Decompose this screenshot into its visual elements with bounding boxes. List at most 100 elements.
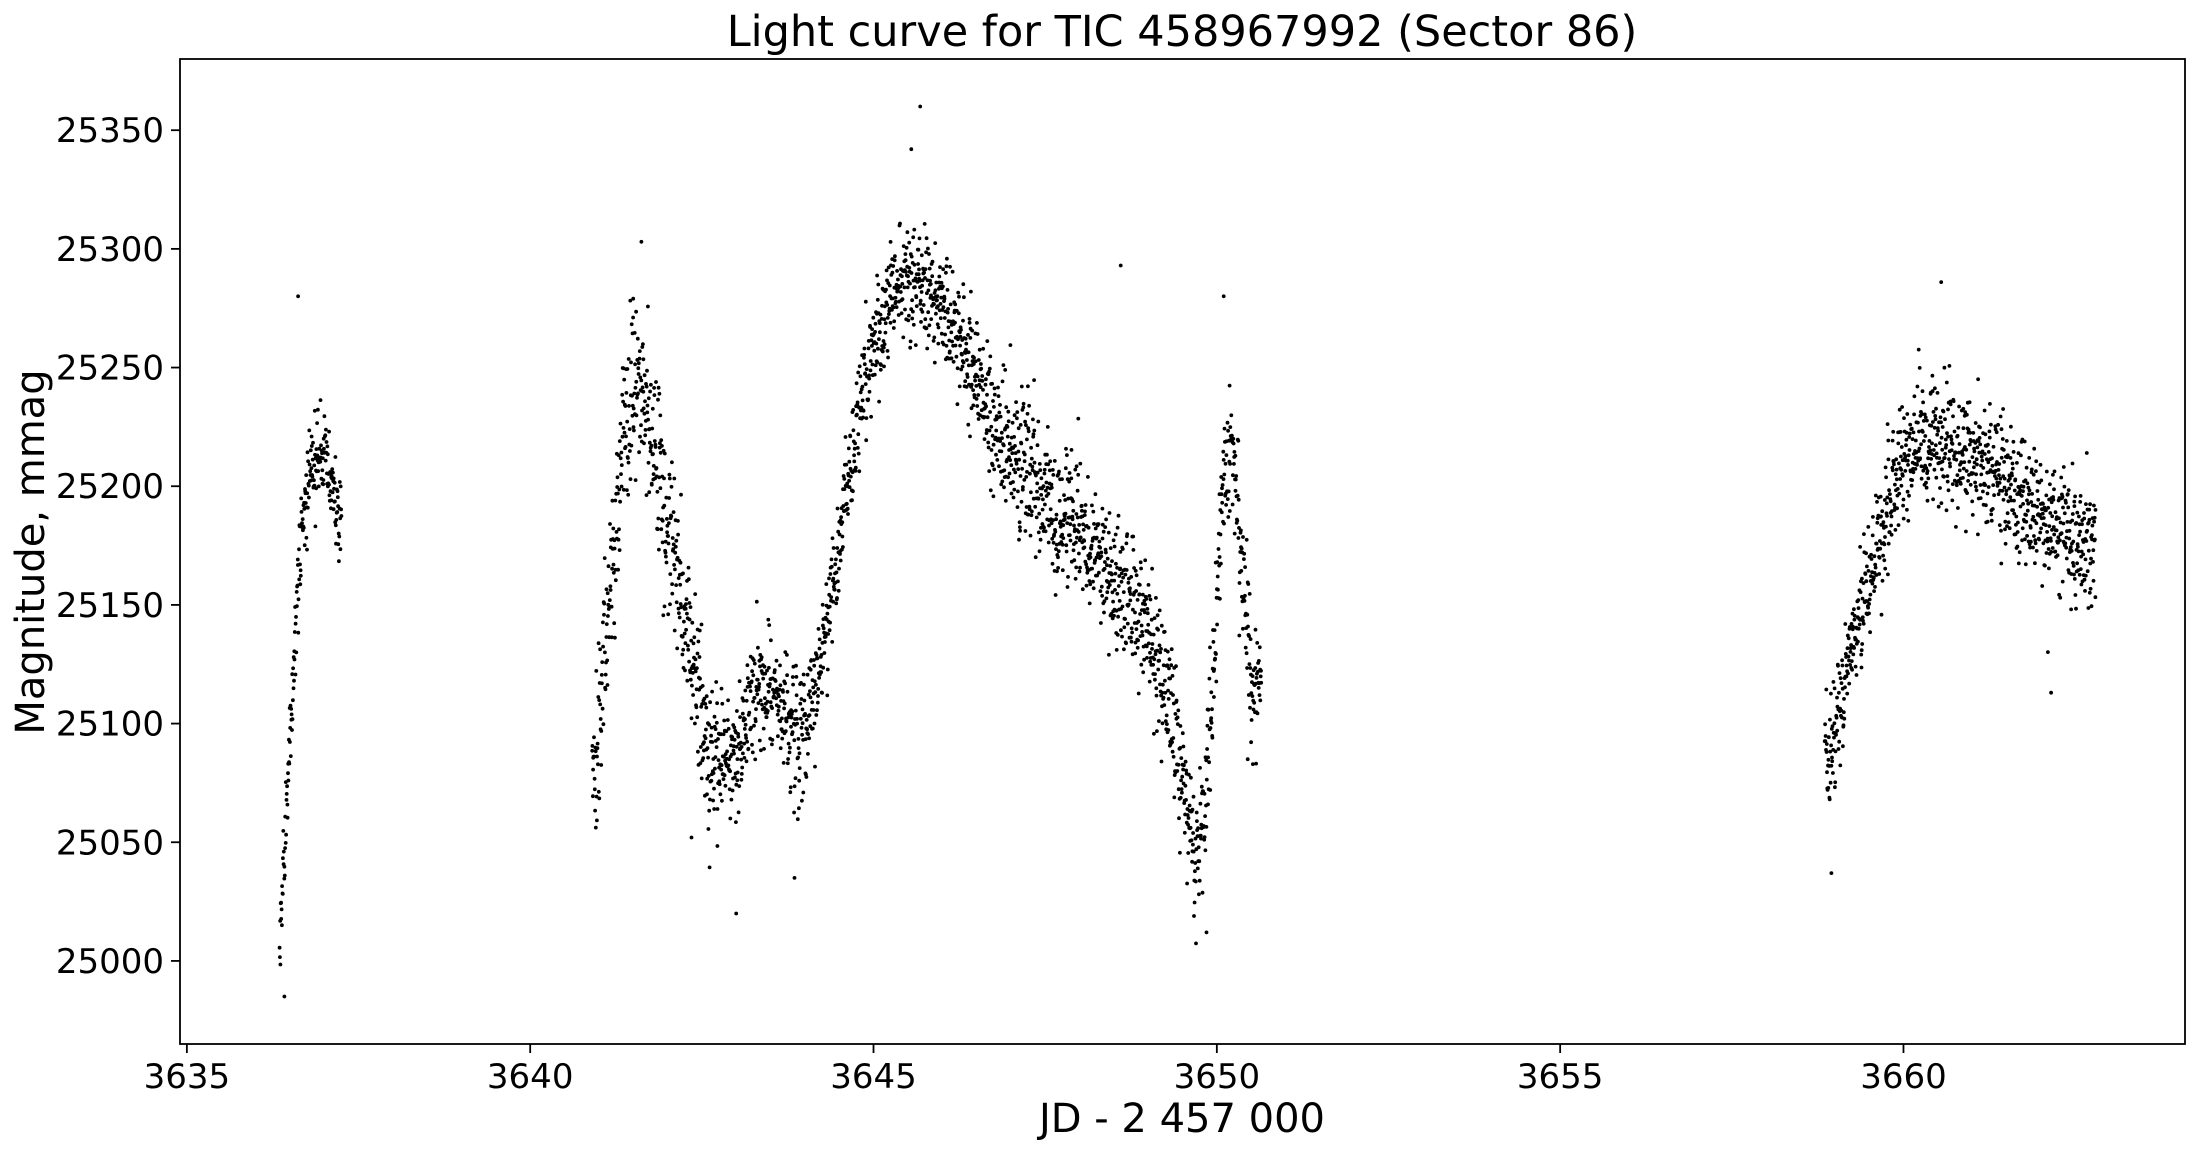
data-point [916,262,920,266]
data-point [1232,462,1236,466]
data-point [1109,612,1114,616]
data-point [1845,691,1850,696]
data-point [702,740,706,745]
data-point [971,403,976,408]
data-point [1131,534,1136,539]
data-point [1968,482,1973,487]
data-point [1111,538,1116,543]
data-point [978,385,983,390]
data-point [1007,455,1011,460]
data-point [1214,652,1218,656]
data-point [1143,558,1148,563]
data-point [1098,589,1103,593]
data-point [1886,572,1890,577]
data-point [910,298,914,303]
data-point [659,527,664,532]
x-tick-label: 3655 [1517,1057,1604,1097]
data-point [675,646,680,651]
data-point [2012,511,2017,516]
data-point [1092,522,1096,526]
data-point [1204,758,1209,763]
data-point [1867,597,1872,602]
data-point [2058,538,2062,543]
data-point [1121,590,1126,594]
data-point [862,355,866,360]
data-point [1961,476,1965,480]
data-point [1032,428,1037,433]
data-point [1946,407,1950,412]
data-point [1858,545,1862,549]
data-point [1887,488,1891,493]
data-point [327,482,331,487]
data-point [2032,446,2037,451]
data-point [968,434,972,439]
data-point [298,573,303,578]
data-point [903,258,908,263]
data-point [1067,479,1072,484]
data-point [600,706,605,711]
data-point [1029,513,1034,518]
data-point [1994,476,1999,481]
data-point [908,281,912,286]
data-point [1074,512,1079,516]
data-point [1967,459,1972,464]
data-point [1023,419,1027,424]
data-point [1073,467,1078,472]
data-point [999,449,1004,454]
data-point [913,276,918,281]
data-point [2086,606,2091,610]
data-point [627,404,631,408]
data-point [598,717,603,721]
data-point [928,278,932,283]
data-point [759,748,763,753]
data-point [845,506,850,511]
data-point [863,382,868,386]
data-point [743,717,747,722]
data-point [998,439,1003,443]
data-point [1037,549,1042,554]
data-point [938,302,943,306]
data-point [608,522,612,526]
data-point [804,718,809,722]
data-point [1193,861,1198,865]
data-point [1899,467,1904,472]
data-point [797,766,802,770]
data-point [816,694,820,698]
data-point [796,755,800,760]
data-point [1060,477,1064,481]
data-point [827,576,831,581]
data-point [1210,735,1215,740]
data-point [2059,475,2064,480]
data-point [1150,642,1155,646]
data-point [1848,650,1853,654]
data-point [988,488,993,493]
data-point [1845,646,1850,651]
data-point [1893,482,1897,487]
data-point [2083,589,2087,593]
data-point [1839,681,1844,685]
data-point [1943,451,1948,456]
data-point [1082,513,1087,517]
x-tick-label: 3635 [144,1057,231,1097]
data-point [280,884,284,888]
data-point [1993,424,1998,429]
data-point [1048,459,1053,464]
data-point [1858,617,1862,622]
data-point [1900,405,1904,409]
outlier-point [689,835,694,840]
data-point [1832,686,1837,691]
data-point [604,635,609,639]
data-point [2004,439,2009,443]
data-point [1204,825,1209,829]
data-point [599,729,604,733]
data-point [768,682,772,686]
data-point [1197,892,1201,897]
data-point [1138,612,1142,616]
data-point [648,389,652,394]
data-point [999,430,1004,435]
data-point [2078,500,2083,504]
data-point [1107,583,1112,587]
data-point [1956,506,1960,510]
data-point [1035,443,1040,448]
data-point [735,778,740,783]
